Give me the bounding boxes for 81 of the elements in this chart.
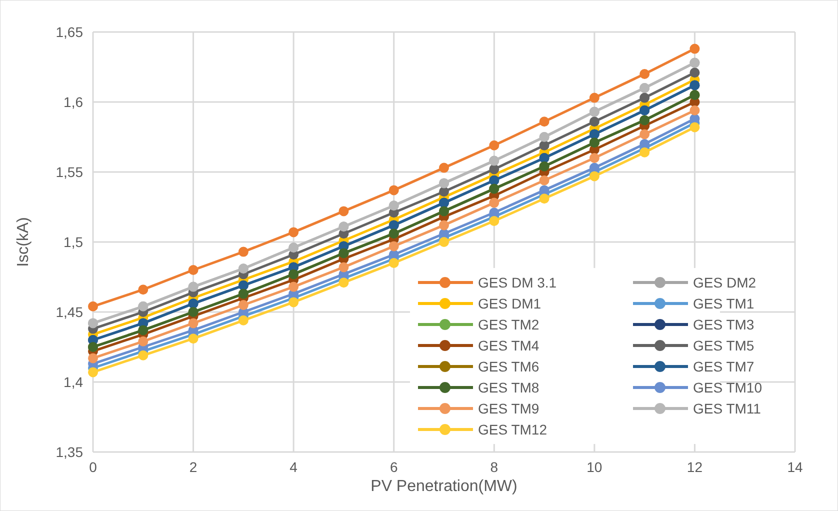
legend-label: GES DM1	[478, 296, 542, 312]
point	[188, 265, 198, 275]
point	[589, 92, 600, 103]
y-tick-label: 1,4	[64, 374, 84, 390]
x-tick-label: 14	[787, 459, 803, 475]
legend-label: GES TM10	[693, 380, 762, 396]
point	[238, 300, 248, 310]
x-tick-label: 8	[490, 459, 498, 475]
point	[589, 162, 600, 173]
point	[539, 185, 550, 196]
legend-label: GES DM 3.1	[478, 274, 557, 290]
point	[338, 206, 349, 216]
point	[690, 105, 700, 116]
point	[489, 198, 500, 208]
point	[439, 162, 449, 173]
point	[388, 241, 399, 252]
point	[640, 92, 650, 103]
x-axis-title: PV Penetration(MW)	[370, 478, 518, 495]
point	[539, 194, 550, 204]
legend-label: GES TM9	[478, 400, 540, 416]
point	[539, 175, 550, 186]
legend-label: GES TM8	[478, 380, 540, 396]
point	[640, 139, 650, 149]
point	[539, 116, 550, 127]
point	[439, 220, 449, 230]
point	[288, 297, 299, 308]
point	[138, 336, 148, 346]
point	[338, 278, 349, 288]
legend-label: GES TM2	[478, 316, 540, 332]
point	[589, 116, 600, 127]
y-tick-label: 1,55	[56, 164, 84, 180]
point	[138, 284, 148, 295]
y-tick-label: 1,45	[56, 304, 84, 320]
point	[188, 318, 198, 328]
point	[138, 350, 148, 360]
point	[539, 140, 550, 150]
point	[489, 140, 500, 150]
y-tick-label: 1,65	[56, 24, 84, 40]
point	[589, 153, 600, 163]
point	[640, 147, 650, 158]
y-tick-label: 1,5	[64, 234, 84, 250]
legend-label: GES DM2	[693, 274, 756, 290]
point	[88, 301, 98, 312]
point	[388, 258, 399, 268]
x-tick-label: 12	[686, 459, 703, 475]
point	[88, 353, 98, 364]
x-tick-label: 6	[390, 459, 398, 475]
legend-label: GES TM7	[693, 358, 754, 374]
point	[589, 171, 600, 182]
y-tick-label: 1,6	[64, 94, 84, 110]
point	[690, 122, 700, 132]
point	[88, 367, 98, 378]
point	[640, 129, 650, 140]
point	[338, 262, 349, 272]
legend-label: GES TM6	[478, 358, 540, 374]
point	[489, 164, 500, 174]
point	[388, 185, 399, 196]
x-tick-label: 2	[189, 459, 198, 475]
x-tick-label: 0	[89, 459, 98, 475]
point	[640, 69, 650, 79]
x-tick-label: 4	[290, 459, 298, 475]
point	[489, 208, 500, 218]
point	[288, 227, 299, 238]
point	[238, 246, 248, 257]
legend-label: GES TM1	[693, 296, 754, 312]
point	[188, 334, 198, 344]
legend-label: GES TM4	[478, 338, 540, 354]
point	[690, 68, 700, 78]
point	[690, 44, 700, 54]
y-axis-title: Isc(kA)	[15, 217, 32, 267]
point	[288, 282, 299, 292]
legend-label: GES TM11	[693, 400, 762, 416]
legend-label: GES TM12	[478, 422, 548, 438]
legend-label: GES TM3	[693, 316, 754, 332]
y-tick-label: 1,35	[56, 444, 84, 460]
point	[238, 315, 248, 326]
legend-label: GES TM5	[693, 338, 754, 354]
point	[439, 237, 449, 247]
point	[439, 186, 449, 197]
x-tick-label: 10	[586, 459, 602, 475]
point	[489, 216, 500, 226]
